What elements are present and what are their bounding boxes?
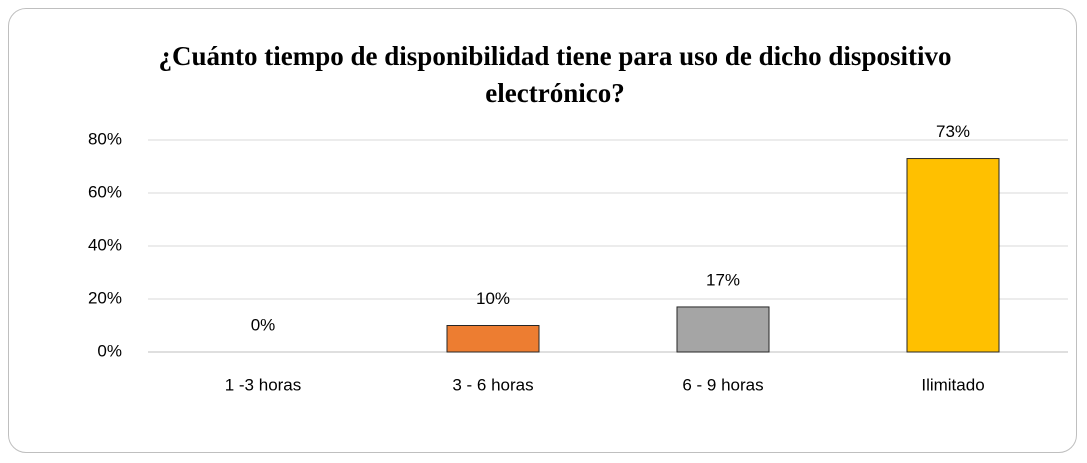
y-tick-label: 20% [88, 288, 122, 307]
x-tick-label: 6 - 9 horas [682, 375, 763, 394]
bar [446, 325, 540, 353]
y-tick-label: 0% [97, 341, 122, 360]
y-tick-label: 40% [88, 235, 122, 254]
bar [676, 306, 770, 353]
chart-title: ¿Cuánto tiempo de disponibilidad tiene p… [158, 41, 952, 108]
value-label: 17% [706, 270, 740, 289]
x-tick-label: 1 -3 horas [225, 375, 302, 394]
chart-frame [8, 8, 1077, 453]
value-label: 10% [476, 289, 510, 308]
value-label: 73% [936, 122, 970, 141]
y-tick-label: 60% [88, 182, 122, 201]
x-tick-label: 3 - 6 horas [452, 375, 533, 394]
x-tick-label: Ilimitado [921, 375, 984, 394]
bar [906, 158, 1000, 353]
value-label: 0% [251, 315, 276, 334]
y-tick-label: 80% [88, 129, 122, 148]
